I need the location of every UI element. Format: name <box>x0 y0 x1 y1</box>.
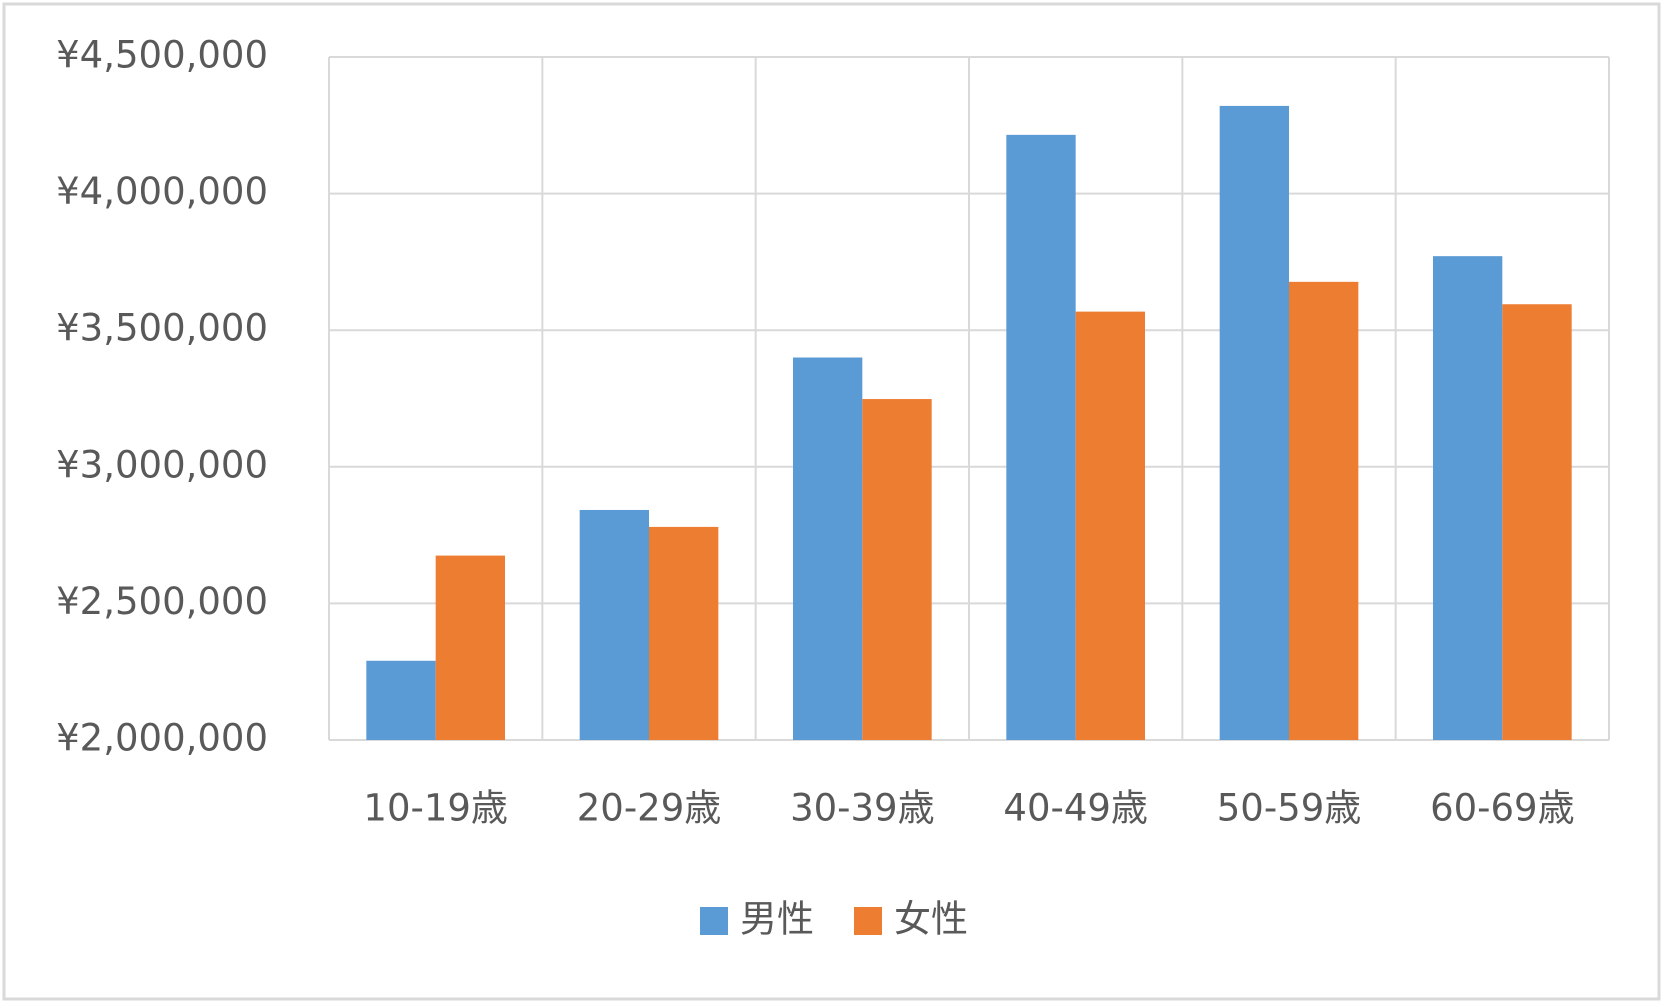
bar <box>366 660 436 740</box>
x-tick-label: 20-29歳 <box>577 787 722 830</box>
bar <box>862 399 932 740</box>
y-tick-label: ¥4,000,000 <box>56 170 268 213</box>
x-tick-label: 60-69歳 <box>1430 787 1575 830</box>
x-tick-label: 30-39歳 <box>790 787 935 830</box>
bar <box>435 555 505 740</box>
bar <box>793 357 863 740</box>
legend-label: 女性 <box>894 898 968 941</box>
bar <box>1006 134 1076 740</box>
y-tick-label: ¥2,000,000 <box>56 717 268 760</box>
y-tick-label: ¥4,500,000 <box>56 34 268 77</box>
bar <box>1075 311 1145 740</box>
x-tick-label: 10-19歳 <box>363 787 508 830</box>
x-tick-label: 50-59歳 <box>1217 787 1362 830</box>
bar <box>1289 281 1359 740</box>
bar <box>1433 256 1503 740</box>
bar <box>1502 304 1572 740</box>
y-tick-label: ¥3,000,000 <box>56 443 268 486</box>
bar <box>649 526 719 740</box>
legend-swatch <box>700 907 728 935</box>
x-tick-label: 40-49歳 <box>1003 787 1148 830</box>
legend-label: 男性 <box>740 898 814 941</box>
y-tick-label: ¥3,500,000 <box>56 307 268 350</box>
legend-swatch <box>854 907 882 935</box>
bar <box>1219 105 1289 740</box>
y-tick-label: ¥2,500,000 <box>56 580 268 623</box>
bar <box>579 509 649 740</box>
